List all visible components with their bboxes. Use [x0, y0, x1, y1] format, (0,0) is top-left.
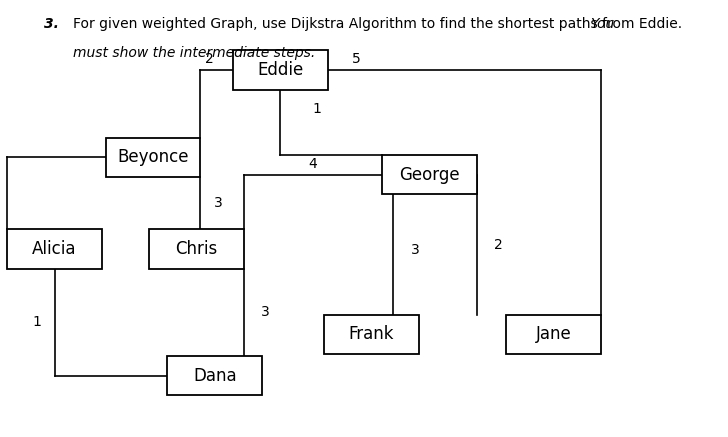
- Text: 1: 1: [312, 102, 321, 116]
- Text: Jane: Jane: [535, 325, 571, 343]
- Text: Beyonce: Beyonce: [117, 148, 189, 166]
- FancyBboxPatch shape: [506, 315, 601, 354]
- Text: Eddie: Eddie: [257, 61, 304, 79]
- FancyBboxPatch shape: [106, 138, 200, 177]
- FancyBboxPatch shape: [167, 356, 262, 395]
- Text: Chris: Chris: [175, 240, 218, 258]
- Text: Alicia: Alicia: [32, 240, 77, 258]
- FancyBboxPatch shape: [233, 50, 328, 90]
- Text: George: George: [399, 166, 460, 184]
- Text: Dana: Dana: [193, 367, 237, 385]
- Text: For given weighted Graph, use Dijkstra Algorithm to find the shortest paths from: For given weighted Graph, use Dijkstra A…: [73, 17, 687, 31]
- FancyBboxPatch shape: [7, 229, 102, 269]
- Text: 4: 4: [309, 157, 317, 171]
- FancyBboxPatch shape: [149, 229, 244, 269]
- FancyBboxPatch shape: [324, 315, 419, 354]
- Text: 1: 1: [32, 315, 41, 329]
- Text: Frank: Frank: [349, 325, 394, 343]
- Text: 3: 3: [261, 305, 270, 319]
- Text: 2: 2: [494, 238, 503, 252]
- Text: You: You: [590, 17, 614, 31]
- Text: 3: 3: [411, 243, 419, 257]
- Text: 3.: 3.: [44, 17, 58, 31]
- Text: must show the intermediate steps.: must show the intermediate steps.: [73, 46, 315, 60]
- Text: 3: 3: [214, 196, 223, 210]
- Text: 2: 2: [205, 52, 214, 66]
- FancyBboxPatch shape: [382, 155, 477, 194]
- Text: 5: 5: [352, 52, 361, 66]
